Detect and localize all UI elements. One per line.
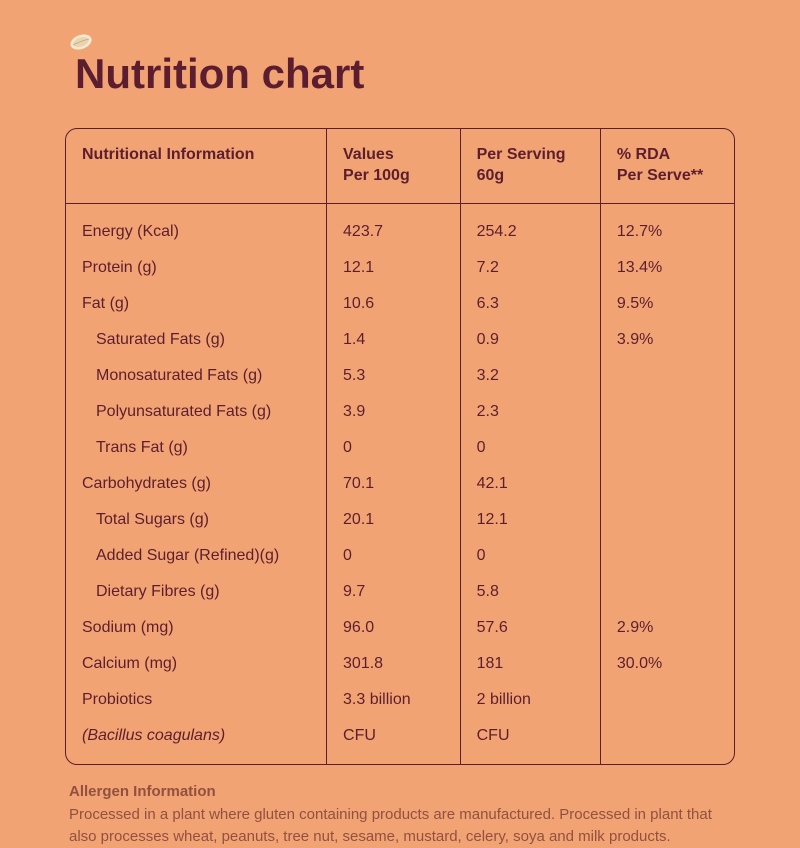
nutrition-table-container: Nutritional Information ValuesPer 100g P… — [65, 128, 735, 765]
table-row: Probiotics3.3 billion2 billion — [66, 682, 734, 718]
page-title: Nutrition chart — [75, 50, 735, 98]
allergen-body: Processed in a plant where gluten contai… — [69, 804, 731, 848]
cell-per100g: 5.3 — [327, 358, 461, 394]
table-row: Dietary Fibres (g)9.75.8 — [66, 574, 734, 610]
cell-per100g: 3.3 billion — [327, 682, 461, 718]
cell-label: Fat (g) — [66, 286, 327, 322]
cell-rda — [600, 466, 734, 502]
cell-perserving: 42.1 — [460, 466, 600, 502]
cell-label: Sodium (mg) — [66, 610, 327, 646]
table-row: Monosaturated Fats (g)5.33.2 — [66, 358, 734, 394]
cell-perserving: 2 billion — [460, 682, 600, 718]
cell-rda — [600, 574, 734, 610]
cell-label: Trans Fat (g) — [66, 430, 327, 466]
cell-perserving: 6.3 — [460, 286, 600, 322]
table-row: (Bacillus coagulans)CFUCFU — [66, 718, 734, 764]
cell-rda — [600, 358, 734, 394]
col-header-rda: % RDAPer Serve** — [600, 129, 734, 203]
cell-rda — [600, 394, 734, 430]
cell-perserving: 12.1 — [460, 502, 600, 538]
cell-perserving: 7.2 — [460, 250, 600, 286]
cell-label: Probiotics — [66, 682, 327, 718]
cell-label: Total Sugars (g) — [66, 502, 327, 538]
cell-perserving: CFU — [460, 718, 600, 764]
table-row: Protein (g)12.17.213.4% — [66, 250, 734, 286]
table-row: Fat (g)10.66.39.5% — [66, 286, 734, 322]
col-header-per100g: ValuesPer 100g — [327, 129, 461, 203]
cell-per100g: 9.7 — [327, 574, 461, 610]
cell-per100g: 20.1 — [327, 502, 461, 538]
cell-label: Protein (g) — [66, 250, 327, 286]
cell-rda — [600, 502, 734, 538]
cell-rda: 30.0% — [600, 646, 734, 682]
cell-per100g: 96.0 — [327, 610, 461, 646]
table-header-row: Nutritional Information ValuesPer 100g P… — [66, 129, 734, 203]
cell-perserving: 181 — [460, 646, 600, 682]
cell-per100g: 0 — [327, 430, 461, 466]
cell-per100g: CFU — [327, 718, 461, 764]
cell-per100g: 0 — [327, 538, 461, 574]
cell-label: (Bacillus coagulans) — [66, 718, 327, 764]
allergen-title: Allergen Information — [69, 781, 731, 803]
cell-rda: 9.5% — [600, 286, 734, 322]
cell-label: Dietary Fibres (g) — [66, 574, 327, 610]
cell-label: Polyunsaturated Fats (g) — [66, 394, 327, 430]
cell-perserving: 0 — [460, 430, 600, 466]
cell-per100g: 70.1 — [327, 466, 461, 502]
table-row: Calcium (mg)301.818130.0% — [66, 646, 734, 682]
col-header-info: Nutritional Information — [66, 129, 327, 203]
cell-rda — [600, 430, 734, 466]
cell-perserving: 57.6 — [460, 610, 600, 646]
table-row: Added Sugar (Refined)(g)00 — [66, 538, 734, 574]
cell-rda — [600, 538, 734, 574]
cell-label: Monosaturated Fats (g) — [66, 358, 327, 394]
table-row: Polyunsaturated Fats (g)3.92.3 — [66, 394, 734, 430]
oat-icon — [67, 32, 95, 52]
table-row: Carbohydrates (g)70.142.1 — [66, 466, 734, 502]
cell-label: Calcium (mg) — [66, 646, 327, 682]
cell-per100g: 1.4 — [327, 322, 461, 358]
cell-label: Saturated Fats (g) — [66, 322, 327, 358]
table-row: Total Sugars (g)20.112.1 — [66, 502, 734, 538]
col-header-perserving: Per Serving60g — [460, 129, 600, 203]
cell-rda — [600, 718, 734, 764]
cell-perserving: 5.8 — [460, 574, 600, 610]
cell-perserving: 2.3 — [460, 394, 600, 430]
cell-label: Energy (Kcal) — [66, 203, 327, 250]
cell-rda: 13.4% — [600, 250, 734, 286]
cell-rda: 12.7% — [600, 203, 734, 250]
cell-rda: 3.9% — [600, 322, 734, 358]
cell-per100g: 12.1 — [327, 250, 461, 286]
cell-per100g: 3.9 — [327, 394, 461, 430]
table-row: Trans Fat (g)00 — [66, 430, 734, 466]
table-row: Saturated Fats (g)1.40.93.9% — [66, 322, 734, 358]
table-row: Sodium (mg)96.057.62.9% — [66, 610, 734, 646]
cell-per100g: 10.6 — [327, 286, 461, 322]
cell-rda: 2.9% — [600, 610, 734, 646]
nutrition-table: Nutritional Information ValuesPer 100g P… — [66, 129, 734, 764]
cell-label: Added Sugar (Refined)(g) — [66, 538, 327, 574]
page-title-text: Nutrition chart — [75, 50, 364, 97]
allergen-info: Allergen Information Processed in a plan… — [65, 781, 735, 848]
cell-per100g: 301.8 — [327, 646, 461, 682]
table-body: Energy (Kcal)423.7254.212.7%Protein (g)1… — [66, 203, 734, 764]
cell-rda — [600, 682, 734, 718]
cell-perserving: 0 — [460, 538, 600, 574]
cell-perserving: 0.9 — [460, 322, 600, 358]
cell-perserving: 3.2 — [460, 358, 600, 394]
table-row: Energy (Kcal)423.7254.212.7% — [66, 203, 734, 250]
cell-per100g: 423.7 — [327, 203, 461, 250]
cell-label: Carbohydrates (g) — [66, 466, 327, 502]
cell-perserving: 254.2 — [460, 203, 600, 250]
